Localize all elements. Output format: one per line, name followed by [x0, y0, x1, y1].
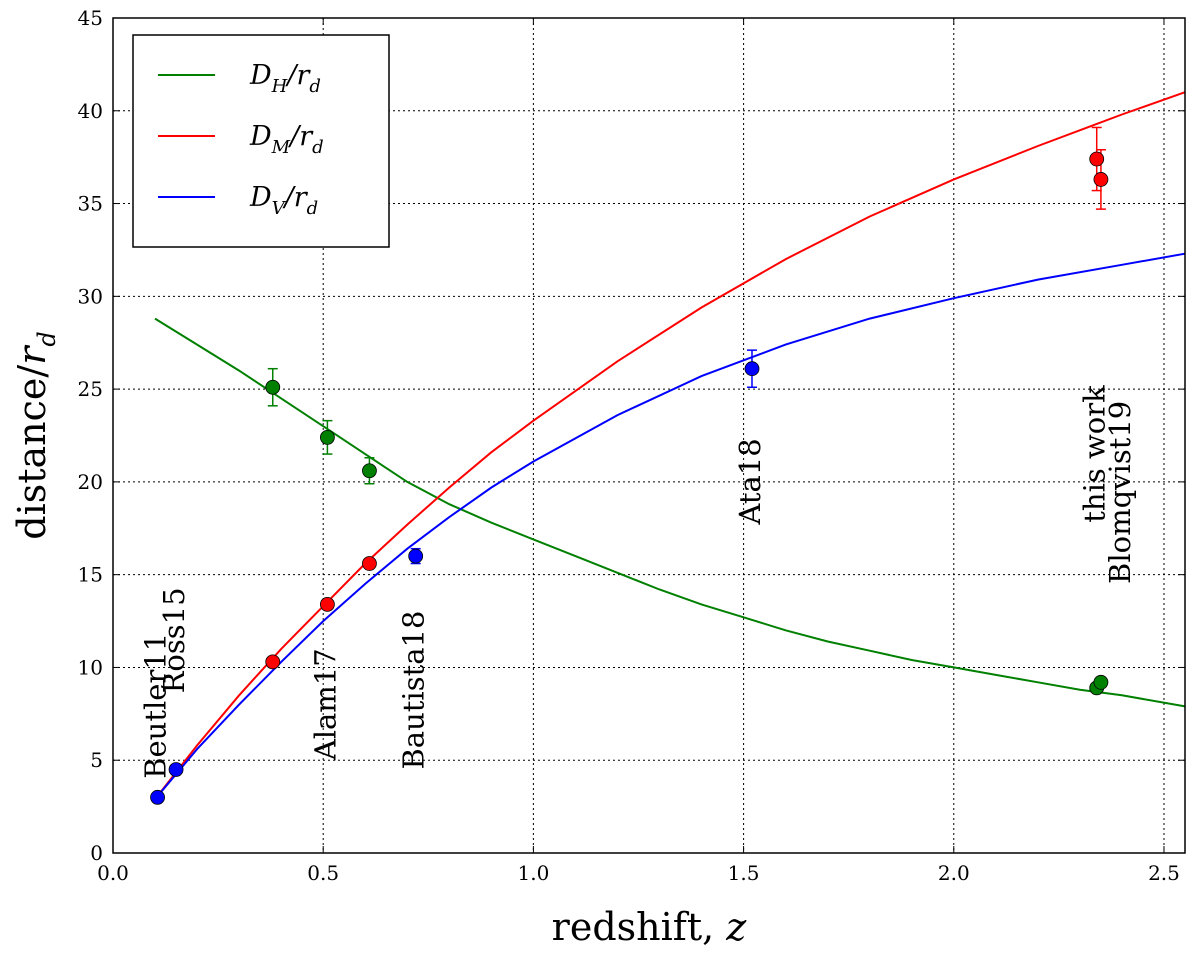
legend-main: D [249, 121, 272, 152]
y-label-main: distance/ [10, 365, 54, 540]
data-point [265, 654, 281, 670]
y-tick-label: 20 [78, 470, 103, 494]
legend-main: D [249, 60, 272, 91]
x-tick-label: 0.5 [307, 861, 339, 885]
data-point [1089, 151, 1105, 167]
annotation-label: Alam17 [308, 648, 342, 761]
legend-sub: H [271, 76, 288, 97]
data-point [319, 596, 335, 612]
series-line-0 [154, 317, 1186, 708]
y-axis-label: distance/rd [10, 331, 61, 540]
y-tick-label: 0 [90, 841, 103, 865]
x-tick-label: 1.5 [728, 861, 760, 885]
data-point [362, 556, 377, 571]
x-label-main: redshift, [552, 905, 727, 949]
y-tick-label: 15 [78, 563, 103, 587]
data-point [319, 429, 335, 445]
annotation-label: Beutler11 [139, 633, 173, 779]
y-tick-label: 40 [78, 99, 103, 123]
legend-box [132, 34, 390, 248]
legend-label: DM/rd [249, 121, 324, 158]
x-tick-label: 2.5 [1148, 861, 1180, 885]
y-label-var: r [10, 344, 54, 365]
legend-tail: /r [282, 182, 309, 213]
legend-sub: V [272, 198, 287, 219]
data-point [150, 789, 165, 805]
x-axis-label: redshift, z [552, 905, 748, 949]
legend-tail: /r [284, 60, 311, 91]
x-tick-label: 1.0 [517, 861, 549, 885]
plot-frame [112, 17, 1186, 854]
annotation-label: Blomqvist19 [1103, 401, 1137, 584]
y-label-sub: d [33, 331, 61, 346]
annotation-label: Bautista18 [397, 611, 431, 770]
y-tick-label: 30 [78, 284, 103, 308]
y-tick-label: 45 [78, 6, 103, 30]
y-tick-label: 10 [78, 655, 103, 679]
annotation-label: Ata18 [733, 438, 767, 525]
data-point [744, 361, 760, 377]
legend-sub2: d [307, 198, 319, 219]
legend-sub2: d [312, 137, 324, 158]
data-point [1093, 172, 1109, 187]
legend-tail: /r [287, 121, 314, 152]
annotation-label: this work [1078, 385, 1112, 523]
data-point [1093, 674, 1109, 690]
y-tick-label: 25 [78, 377, 103, 401]
ticks: 0.0 0.5 1.0 1.5 2.0 2.5 0 5 10 15 20 25 30 35 40 45 [78, 6, 1185, 885]
y-tick-label: 35 [78, 192, 103, 216]
data-point [408, 548, 424, 564]
data-points [150, 151, 1109, 805]
x-tick-label: 0.0 [97, 861, 129, 885]
data-point [362, 463, 377, 479]
y-tick-label: 5 [90, 748, 103, 772]
x-label-var: z [725, 905, 747, 949]
data-point [265, 379, 281, 395]
data-point [168, 762, 184, 777]
legend-main: D [249, 182, 272, 213]
x-tick-label: 2.0 [938, 861, 970, 885]
legend-sub: M [271, 137, 291, 158]
legend-label: DV/rd [249, 182, 318, 219]
legend-sub2: d [309, 76, 321, 97]
annotation-label: Ross15 [157, 587, 191, 693]
legend-label: DH/rd [249, 60, 321, 97]
